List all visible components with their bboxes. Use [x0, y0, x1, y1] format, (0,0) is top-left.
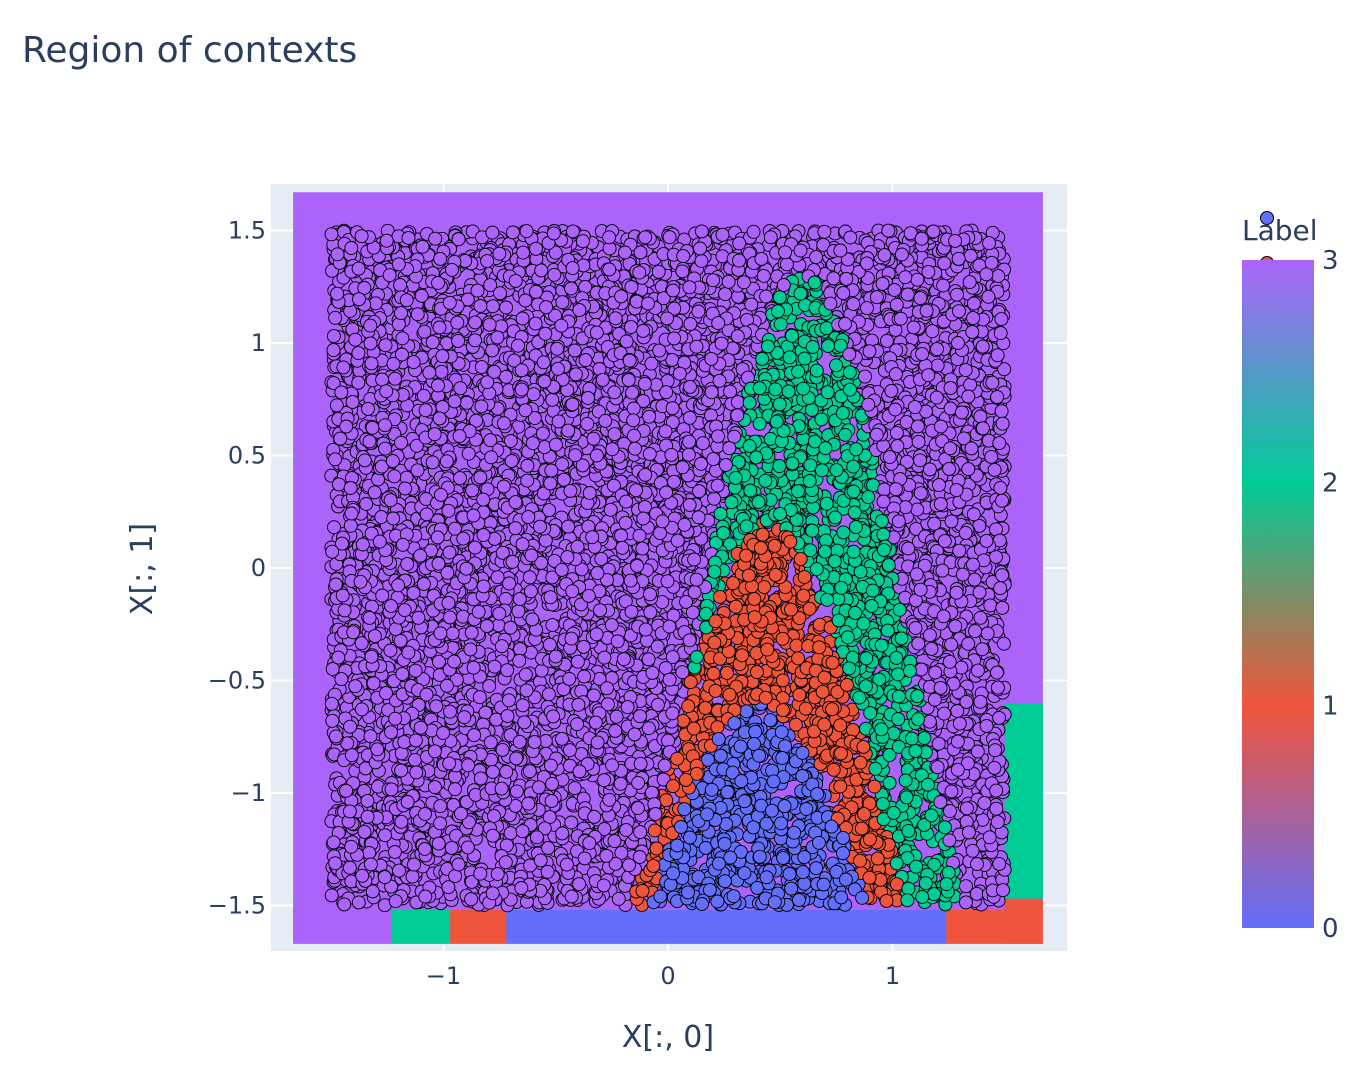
- data-point: [994, 404, 1009, 419]
- data-point: [361, 401, 375, 416]
- data-point: [468, 315, 483, 330]
- region-label-1: [946, 910, 1043, 944]
- data-point: [394, 746, 409, 761]
- region-label-0: [506, 910, 947, 944]
- region-label-2: [1004, 703, 1043, 899]
- data-point: [545, 392, 560, 407]
- region-label-1: [450, 910, 507, 944]
- data-point: [541, 841, 556, 855]
- data-point: [408, 752, 422, 767]
- data-point: [817, 224, 832, 239]
- chart-title: Region of contexts: [22, 30, 357, 71]
- data-point: [363, 729, 378, 744]
- data-point: [509, 784, 524, 799]
- region-label-3: [293, 910, 392, 944]
- data-point: [698, 840, 713, 855]
- region-label-2: [391, 910, 451, 944]
- scatter-points: [324, 223, 1012, 913]
- data-point: [567, 781, 582, 796]
- data-point: [925, 324, 940, 339]
- data-point: [973, 694, 988, 709]
- data-point: [564, 815, 579, 830]
- data-point: [611, 891, 626, 906]
